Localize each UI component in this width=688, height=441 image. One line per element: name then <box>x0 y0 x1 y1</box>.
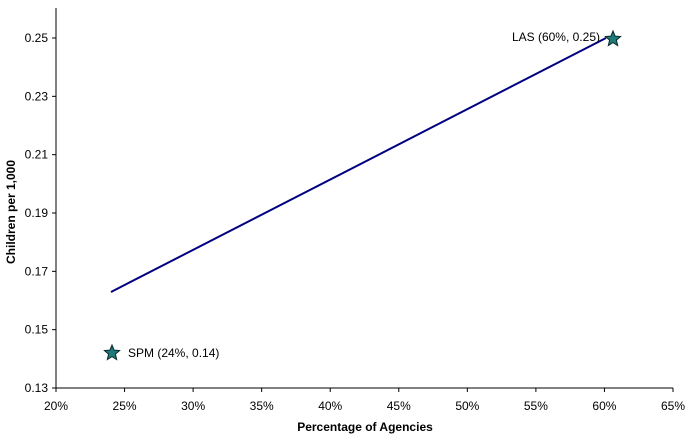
x-tick-label: 55% <box>524 399 548 413</box>
y-tick-label: 0.25 <box>25 31 49 45</box>
y-tick-label: 0.19 <box>25 206 49 220</box>
trend-line <box>110 37 607 293</box>
y-tick-label: 0.13 <box>25 381 49 395</box>
x-tick-label: 45% <box>387 399 411 413</box>
star-marker-icon <box>604 29 622 47</box>
x-tick-label: 40% <box>318 399 342 413</box>
x-tick-label: 60% <box>592 399 616 413</box>
x-axis-ticks: 20% 25% 30% 35% 40% 45% 50% 55% 60% 65% <box>44 388 685 413</box>
y-tick-label: 0.23 <box>25 89 49 103</box>
x-tick-label: 25% <box>113 399 137 413</box>
x-tick-label: 35% <box>250 399 274 413</box>
y-axis-title: Children per 1,000 <box>4 160 18 264</box>
x-tick-label: 30% <box>181 399 205 413</box>
y-tick-label: 0.15 <box>25 323 49 337</box>
x-tick-label: 65% <box>661 399 685 413</box>
point-label-las: LAS (60%, 0.25) <box>512 30 600 44</box>
point-label-spm: SPM (24%, 0.14) <box>128 346 219 360</box>
axes <box>55 8 673 389</box>
y-tick-label: 0.21 <box>25 148 49 162</box>
x-axis-title: Percentage of Agencies <box>297 420 433 434</box>
y-tick-label: 0.17 <box>25 264 49 278</box>
data-series: SPM (24%, 0.14) LAS (60%, 0.25) <box>103 29 622 361</box>
x-tick-label: 20% <box>44 399 68 413</box>
x-tick-label: 50% <box>455 399 479 413</box>
star-marker-icon <box>103 343 121 361</box>
y-axis-ticks: 0.13 0.15 0.17 0.19 0.21 0.23 0.25 <box>25 31 56 395</box>
